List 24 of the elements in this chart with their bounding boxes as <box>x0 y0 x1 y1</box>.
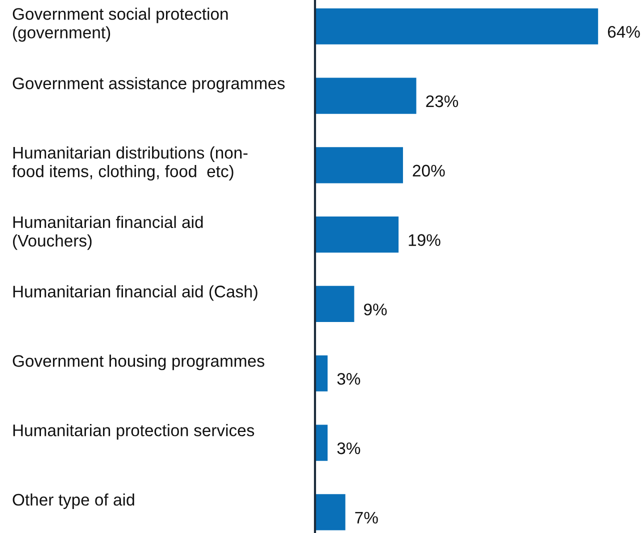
bar <box>315 423 329 462</box>
y-tick-label: Government assistance programmes <box>12 77 285 93</box>
bar <box>315 215 400 254</box>
data-label: 23% <box>426 95 458 108</box>
data-label: 19% <box>408 234 440 246</box>
bar <box>315 284 356 324</box>
y-tick-label: Humanitarian financial aid (Vouchers) <box>13 216 203 250</box>
bar <box>315 354 329 393</box>
data-label: 9% <box>364 304 387 316</box>
data-label: 3% <box>337 442 360 454</box>
y-tick-label: Humanitarian distributions (non- food items, clothing, food etc) <box>12 146 248 181</box>
y-tick-label: Humanitarian protection services <box>13 424 254 440</box>
data-label: 7% <box>355 512 378 524</box>
data-label: 3% <box>337 372 360 385</box>
data-label: 64% <box>608 26 640 38</box>
y-tick-label: Government housing programmes <box>12 354 264 370</box>
bar <box>315 492 347 532</box>
y-tick-label: Government social protection (government) <box>12 8 228 42</box>
bar <box>315 146 404 185</box>
bar <box>315 76 418 116</box>
data-label: 20% <box>412 164 445 177</box>
y-tick-label: Other type of aid <box>12 493 134 509</box>
bar <box>315 6 600 46</box>
y-tick-label: Humanitarian financial aid (Cash) <box>13 285 258 301</box>
